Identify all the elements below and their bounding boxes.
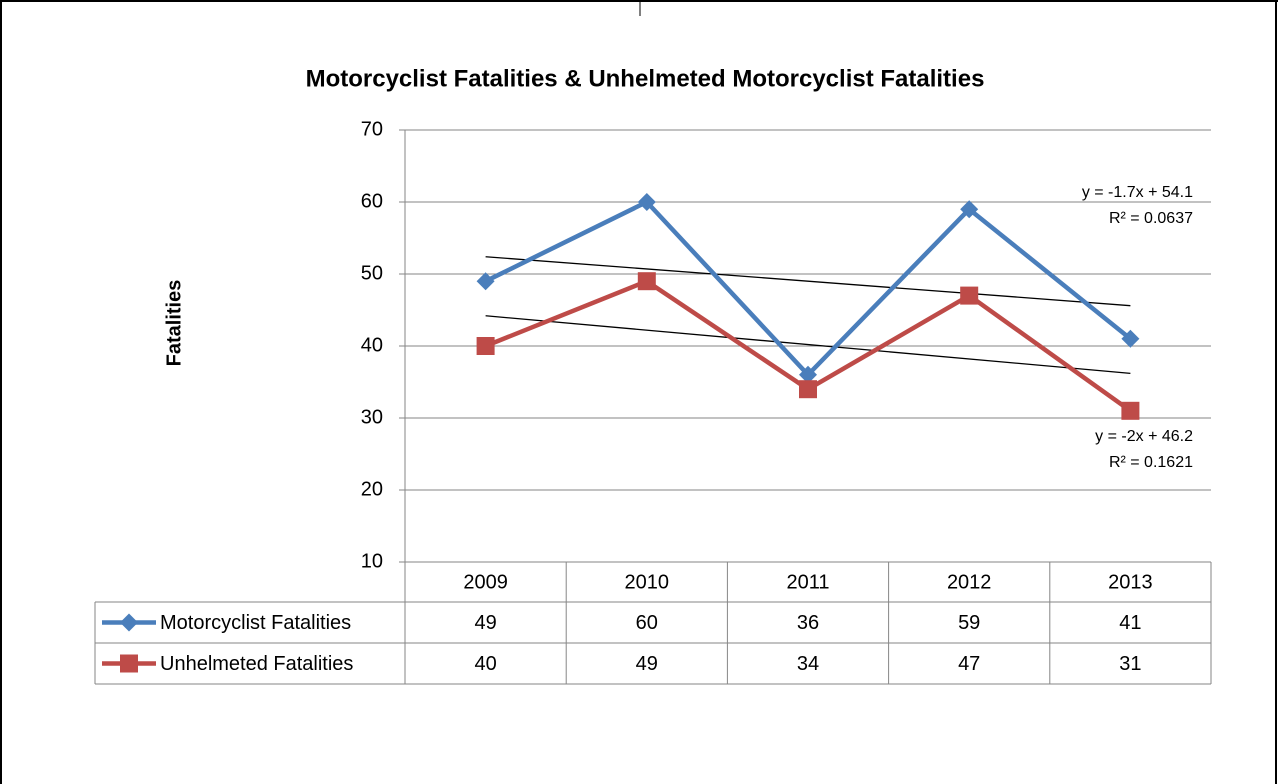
trendline-label: y = -2x + 46.2 — [1095, 428, 1193, 445]
table-value: 34 — [797, 653, 819, 675]
trendline — [485, 256, 1131, 307]
x-tick-label: 2011 — [786, 571, 829, 593]
data-point — [1121, 401, 1140, 420]
table-value: 49 — [474, 612, 496, 634]
y-tick-label: 10 — [361, 550, 383, 572]
table-value: 60 — [636, 612, 658, 634]
data-point — [476, 272, 495, 291]
data-point — [1121, 329, 1140, 348]
data-point — [637, 193, 656, 211]
data-point — [476, 337, 495, 355]
table-value: 41 — [1119, 612, 1141, 634]
legend-marker — [120, 654, 138, 673]
table-value: 31 — [1119, 653, 1141, 675]
data-point — [960, 286, 979, 305]
data-point — [799, 365, 817, 384]
y-tick-label: 70 — [361, 118, 383, 140]
data-point — [799, 380, 817, 399]
x-tick-label: 2009 — [463, 571, 508, 593]
y-tick-label: 40 — [361, 334, 383, 356]
data-point — [960, 200, 979, 219]
data-point — [637, 272, 656, 291]
legend-label: Motorcyclist Fatalities — [160, 612, 351, 634]
table-value: 49 — [636, 653, 658, 675]
y-tick-label: 50 — [361, 262, 383, 284]
table-value: 59 — [958, 612, 980, 634]
x-tick-label: 2010 — [625, 571, 670, 593]
x-tick-label: 2012 — [947, 571, 992, 593]
table-value: 40 — [474, 653, 496, 675]
x-tick-label: 2013 — [1108, 571, 1153, 593]
trendline-label: R² = 0.0637 — [1109, 210, 1193, 227]
y-axis-label: Fatalities — [163, 280, 185, 367]
table-value: 36 — [797, 612, 819, 634]
trendline — [485, 315, 1131, 375]
trendline-label: R² = 0.1621 — [1109, 454, 1193, 471]
y-tick-label: 60 — [361, 190, 383, 212]
y-tick-label: 20 — [361, 478, 383, 500]
legend-marker — [120, 613, 138, 632]
y-tick-label: 30 — [361, 406, 383, 428]
legend-label: Unhelmeted Fatalities — [160, 653, 353, 675]
trendline-label: y = -1.7x + 54.1 — [1082, 184, 1193, 201]
chart-title: Motorcyclist Fatalities & Unhelmeted Mot… — [306, 65, 985, 92]
table-value: 47 — [958, 653, 980, 675]
